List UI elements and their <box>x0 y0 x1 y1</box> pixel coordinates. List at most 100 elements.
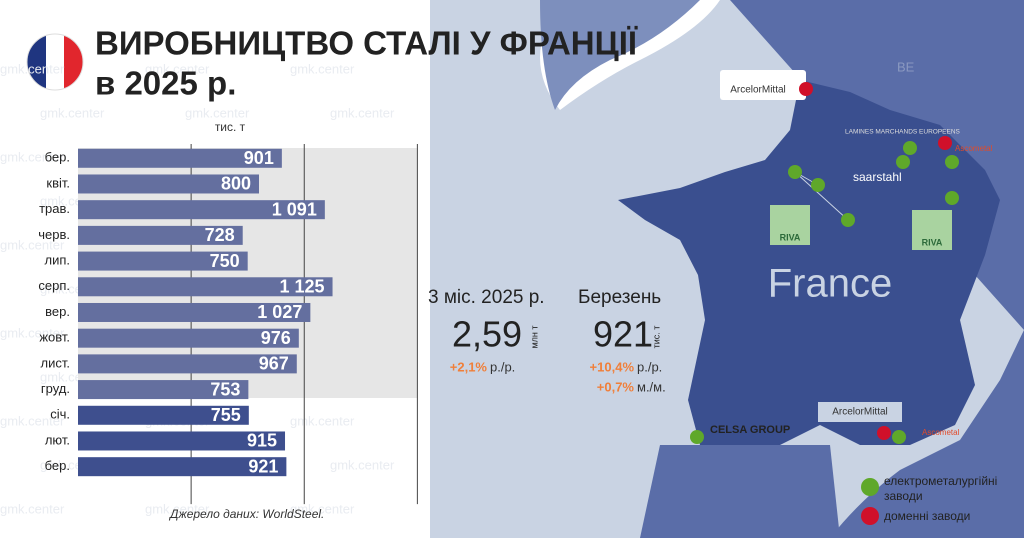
bar <box>78 251 248 271</box>
france <box>618 80 1000 445</box>
value-label: 800 <box>221 174 251 194</box>
company: ArcelorMittal <box>730 85 786 96</box>
category-label: лип. <box>45 253 71 268</box>
category-label: бер. <box>45 458 70 473</box>
stat-change: +0,7% <box>597 379 635 394</box>
logo-bg <box>818 402 902 422</box>
stat-unit: млн т <box>529 325 539 348</box>
value-label: 755 <box>211 405 241 425</box>
bar <box>78 225 243 245</box>
value-label: 1 091 <box>272 199 317 219</box>
stat-period: Березень <box>578 287 661 308</box>
bar <box>78 174 259 194</box>
value-label: 728 <box>205 225 235 245</box>
company: RIVA <box>922 237 943 247</box>
plants <box>690 82 959 444</box>
category-label: жовт. <box>39 330 70 345</box>
value-label: 753 <box>210 379 240 399</box>
category-label: серп. <box>38 278 70 293</box>
title: ВИРОБНИЦТВО СТАЛІ У ФРАНЦІЇ <box>95 25 638 62</box>
value-label: 1 125 <box>279 277 324 297</box>
category-label: груд. <box>41 381 70 396</box>
value-label: 976 <box>261 328 291 348</box>
watermark: gmk.center <box>330 457 395 472</box>
bar-chart: бер. 901 квіт. 800 трав. 1 091 черв. 728 лип. 750… <box>38 144 418 505</box>
legend-entry: доменні заводи <box>884 509 970 523</box>
watermark: gmk.center <box>40 105 105 120</box>
neighbor-label: BE <box>897 59 915 74</box>
bar <box>78 328 299 348</box>
watermark: gmk.center <box>0 149 65 164</box>
watermark: gmk.center <box>0 501 65 516</box>
watermark: gmk.center <box>0 413 65 428</box>
bar <box>78 277 333 297</box>
flag-border <box>26 33 84 91</box>
stat-change: +2,1% <box>450 359 488 374</box>
axis-label: тис. т <box>215 120 246 134</box>
watermark: gmk.center <box>145 501 210 516</box>
watermark: gmk.center <box>290 413 355 428</box>
legend-swatch <box>861 478 879 496</box>
flag <box>27 34 83 90</box>
legend-entry: електрометалургійні заводи <box>884 474 998 503</box>
stat-value: 2,59 <box>452 314 522 355</box>
legend-swatch <box>861 507 879 525</box>
stat-basis: м./м. <box>637 379 666 394</box>
value-label: 921 <box>248 456 278 476</box>
bar <box>78 354 297 374</box>
category-label: вер. <box>45 304 70 319</box>
company: Ascometal <box>955 144 993 153</box>
bar <box>78 457 287 477</box>
watermark: gmk.center <box>330 105 395 120</box>
stat-basis: р./р. <box>637 359 662 374</box>
category-label: лют. <box>45 432 70 447</box>
bar <box>78 431 286 451</box>
bar <box>78 380 249 400</box>
stat-period: 3 міс. 2025 р. <box>428 287 545 308</box>
watermark: gmk.center <box>185 105 250 120</box>
logo-bg <box>770 205 810 245</box>
stat-basis: р./р. <box>490 359 515 374</box>
stat-change: +10,4% <box>590 359 635 374</box>
country-label: France <box>768 262 893 306</box>
category-label: лист. <box>41 355 70 370</box>
value-label: 1 027 <box>257 302 302 322</box>
watermark: gmk.center <box>290 501 355 516</box>
watermark: gmk.center <box>145 61 210 76</box>
logo-bg <box>720 70 806 100</box>
category-label: квіт. <box>46 175 70 190</box>
company: CELSA GROUP <box>710 424 790 436</box>
value-label: 967 <box>259 354 289 374</box>
company: RIVA <box>780 232 801 242</box>
company: ArcelorMittal <box>832 407 888 418</box>
bar <box>78 148 282 168</box>
company: LAMINES MARCHANDS EUROPEENS <box>845 129 961 136</box>
watermark: gmk.center <box>0 325 65 340</box>
britain <box>540 0 700 110</box>
category-label: черв. <box>38 227 70 242</box>
value-label: 750 <box>210 251 240 271</box>
neighbors <box>730 0 1024 538</box>
logo-bg <box>912 210 952 250</box>
bar <box>78 302 311 322</box>
legend-text: електрометалургійні заводи <box>884 474 998 503</box>
company: saarstahl <box>853 170 902 184</box>
subtitle: в 2025 р. <box>95 65 236 102</box>
category-label: січ. <box>50 407 70 422</box>
source: Джерело даних: WorldSteel. <box>168 507 324 521</box>
watermark: gmk.center <box>0 61 65 76</box>
category-label: трав. <box>39 201 70 216</box>
bar <box>78 405 249 425</box>
link <box>794 171 849 221</box>
watermark: gmk.center <box>0 237 65 252</box>
watermark: gmk.center <box>290 61 355 76</box>
stat-value: 921 <box>593 314 653 355</box>
category-label: бер. <box>45 150 70 165</box>
value-label: 915 <box>247 431 277 451</box>
spain <box>640 445 840 538</box>
value-label: 901 <box>244 148 274 168</box>
bar <box>78 200 325 220</box>
stat-unit: тис. т <box>651 326 661 349</box>
company: Ascometal <box>922 428 960 437</box>
